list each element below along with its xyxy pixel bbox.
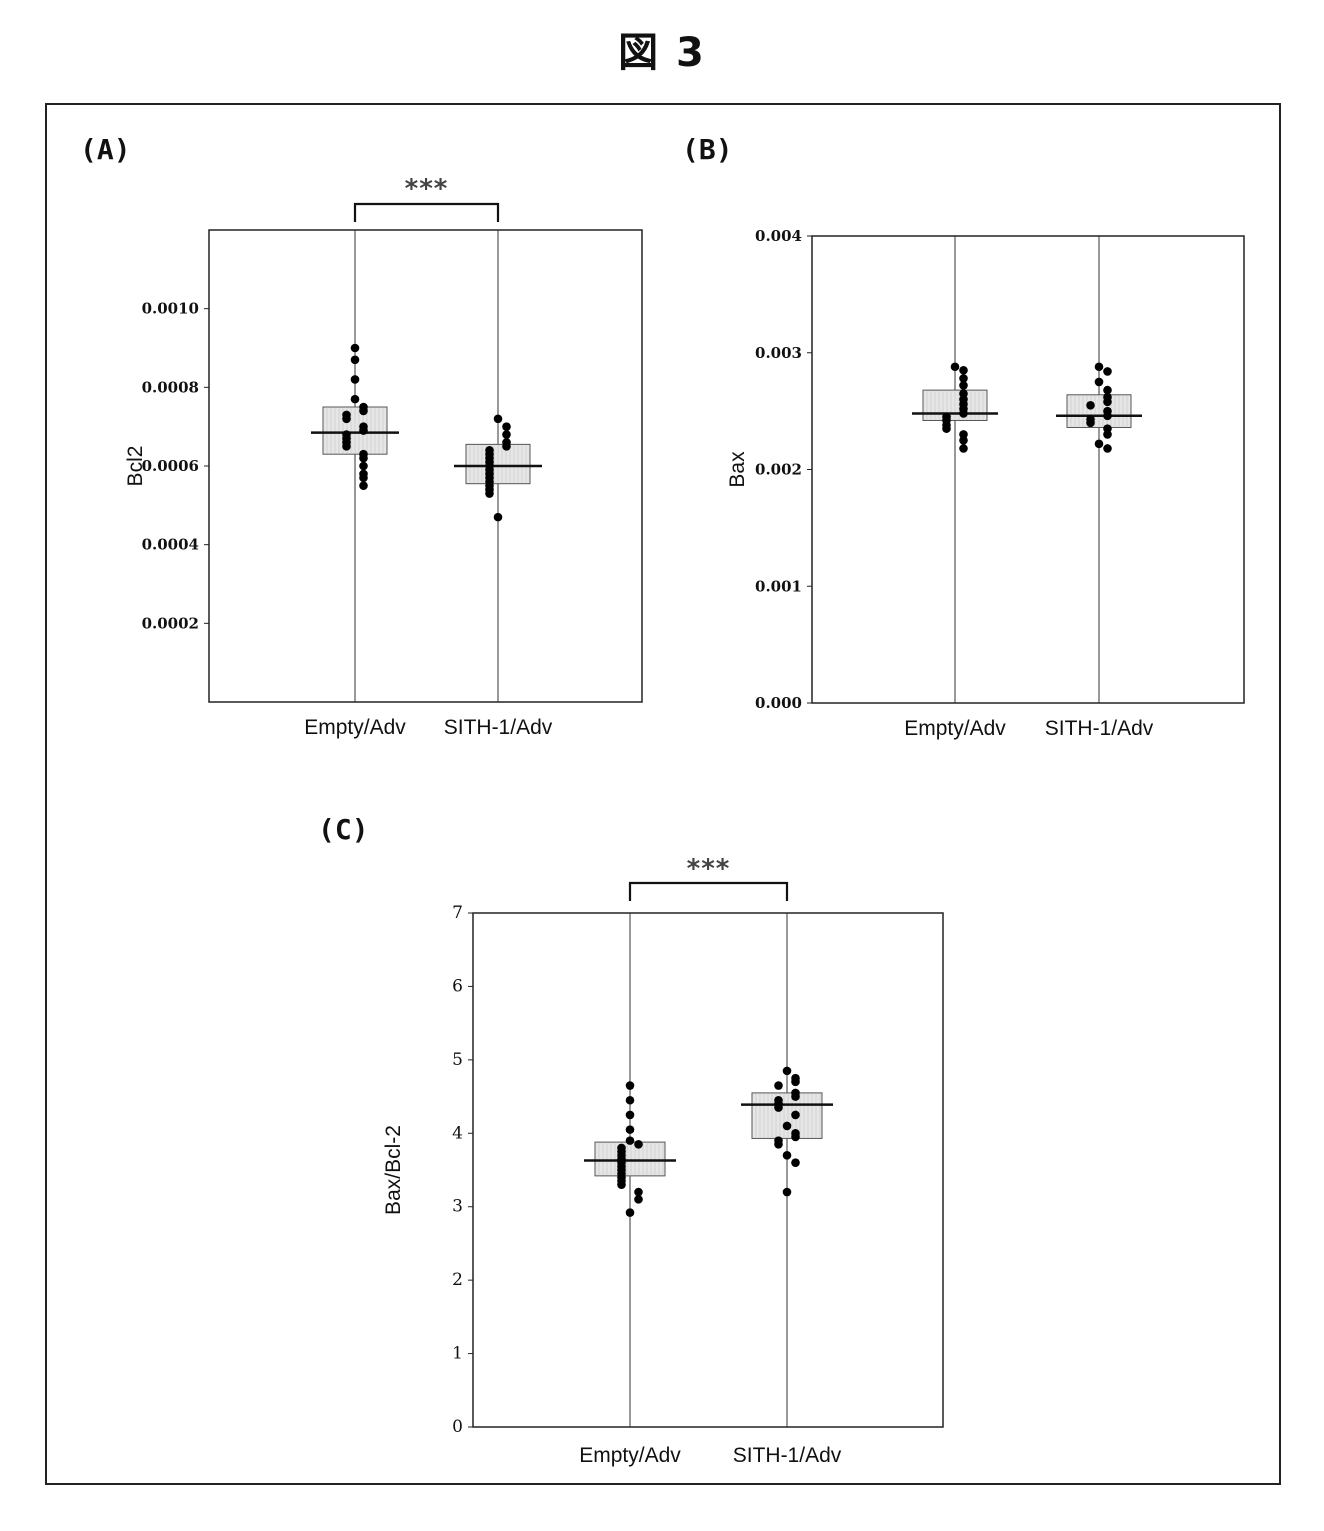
data-point bbox=[634, 1195, 643, 1204]
data-point bbox=[1103, 367, 1112, 376]
y-axis-label: Bax/Bcl-2 bbox=[382, 1125, 405, 1215]
data-point bbox=[359, 474, 368, 483]
data-point bbox=[774, 1103, 783, 1112]
data-point bbox=[351, 375, 360, 384]
y-tick-label: 0.0006 bbox=[142, 457, 199, 475]
data-point bbox=[1095, 440, 1104, 449]
data-point bbox=[1103, 444, 1112, 453]
iqr-box bbox=[752, 1093, 822, 1139]
data-point bbox=[1103, 430, 1112, 439]
data-point bbox=[502, 430, 511, 439]
data-point bbox=[791, 1078, 800, 1087]
data-point bbox=[342, 415, 351, 424]
y-tick-label: 7 bbox=[452, 903, 463, 923]
x-category-label: SITH-1/Adv bbox=[444, 716, 553, 739]
data-point bbox=[351, 395, 360, 404]
x-category-label: Empty/Adv bbox=[304, 716, 406, 739]
iqr-box bbox=[595, 1142, 665, 1176]
data-point bbox=[774, 1081, 783, 1090]
data-point bbox=[959, 409, 968, 418]
chart-panel-b: 0.000 0.001 0.002 0.003 0.004 Bax Empty/Adv SIT… bbox=[726, 227, 1244, 740]
data-point bbox=[502, 442, 511, 451]
y-tick-label: 0.004 bbox=[755, 227, 802, 245]
data-point bbox=[626, 1111, 635, 1120]
y-tick-label: 0 bbox=[452, 1417, 463, 1437]
y-tick-label: 0.001 bbox=[755, 577, 802, 595]
y-tick-label: 1 bbox=[452, 1344, 463, 1364]
data-point bbox=[634, 1188, 643, 1197]
plot-frame bbox=[812, 236, 1244, 703]
data-point bbox=[1086, 401, 1095, 410]
data-point bbox=[942, 424, 951, 433]
data-point bbox=[1095, 378, 1104, 387]
data-point bbox=[502, 422, 511, 431]
data-point bbox=[342, 442, 351, 451]
data-point bbox=[359, 454, 368, 463]
data-point bbox=[626, 1125, 635, 1134]
data-point bbox=[959, 436, 968, 445]
data-point bbox=[1103, 397, 1112, 406]
data-point bbox=[626, 1208, 635, 1217]
data-point bbox=[494, 513, 503, 522]
y-tick-label: 3 bbox=[452, 1197, 463, 1217]
x-category-label: SITH-1/Adv bbox=[733, 1444, 842, 1467]
data-point bbox=[951, 362, 960, 371]
y-axis-label: Bcl2 bbox=[124, 446, 147, 487]
significance-stars: *** bbox=[687, 854, 731, 884]
y-tick-label: 0.0004 bbox=[142, 536, 199, 554]
data-point bbox=[626, 1096, 635, 1105]
y-tick-label: 0.0008 bbox=[142, 378, 199, 396]
y-tick-label: 2 bbox=[452, 1270, 463, 1290]
data-point bbox=[626, 1081, 635, 1090]
data-point bbox=[783, 1151, 792, 1160]
data-point bbox=[791, 1133, 800, 1142]
data-point bbox=[359, 426, 368, 435]
data-point bbox=[783, 1122, 792, 1131]
significance-stars: *** bbox=[405, 174, 449, 204]
data-point bbox=[359, 407, 368, 416]
data-point bbox=[626, 1136, 635, 1145]
y-tick-label: 6 bbox=[452, 976, 463, 996]
y-tick-label: 0.0010 bbox=[142, 300, 199, 318]
x-category-label: Empty/Adv bbox=[904, 717, 1006, 740]
data-point bbox=[783, 1067, 792, 1076]
y-tick-label: 0.0002 bbox=[142, 614, 199, 632]
y-tick-label: 0.003 bbox=[755, 344, 802, 362]
plot-frame bbox=[209, 230, 642, 702]
y-tick-label: 0.000 bbox=[755, 694, 802, 712]
data-point bbox=[774, 1140, 783, 1149]
y-tick-label: 0.002 bbox=[755, 461, 802, 479]
y-tick-label: 4 bbox=[452, 1123, 463, 1143]
x-category-label: Empty/Adv bbox=[579, 1444, 681, 1467]
x-category-label: SITH-1/Adv bbox=[1045, 717, 1154, 740]
chart-panel-a: 0.0002 0.0004 0.0006 0.0008 0.0010 Bcl2 Empty/… bbox=[124, 174, 642, 739]
data-point bbox=[1103, 411, 1112, 420]
data-point bbox=[959, 366, 968, 375]
data-point bbox=[791, 1158, 800, 1167]
data-point bbox=[1086, 419, 1095, 428]
data-point bbox=[791, 1111, 800, 1120]
plot-frame bbox=[473, 913, 943, 1427]
data-point bbox=[634, 1140, 643, 1149]
data-point bbox=[617, 1180, 626, 1189]
significance-bracket bbox=[355, 204, 498, 222]
data-point bbox=[351, 356, 360, 365]
data-point bbox=[359, 462, 368, 471]
data-point bbox=[485, 489, 494, 498]
data-point bbox=[1095, 362, 1104, 371]
data-point bbox=[359, 481, 368, 490]
data-point bbox=[791, 1092, 800, 1101]
data-point bbox=[959, 444, 968, 453]
data-point bbox=[783, 1188, 792, 1197]
chart-panel-c: 0 1 2 3 4 5 6 7 Bax/Bcl-2 Empty/Adv SITH-1/Adv *** bbox=[382, 854, 943, 1467]
data-point bbox=[494, 415, 503, 424]
y-axis-label: Bax bbox=[726, 451, 749, 488]
data-point bbox=[351, 344, 360, 353]
significance-bracket bbox=[630, 883, 787, 901]
data-point bbox=[959, 381, 968, 390]
y-tick-label: 5 bbox=[452, 1050, 463, 1070]
